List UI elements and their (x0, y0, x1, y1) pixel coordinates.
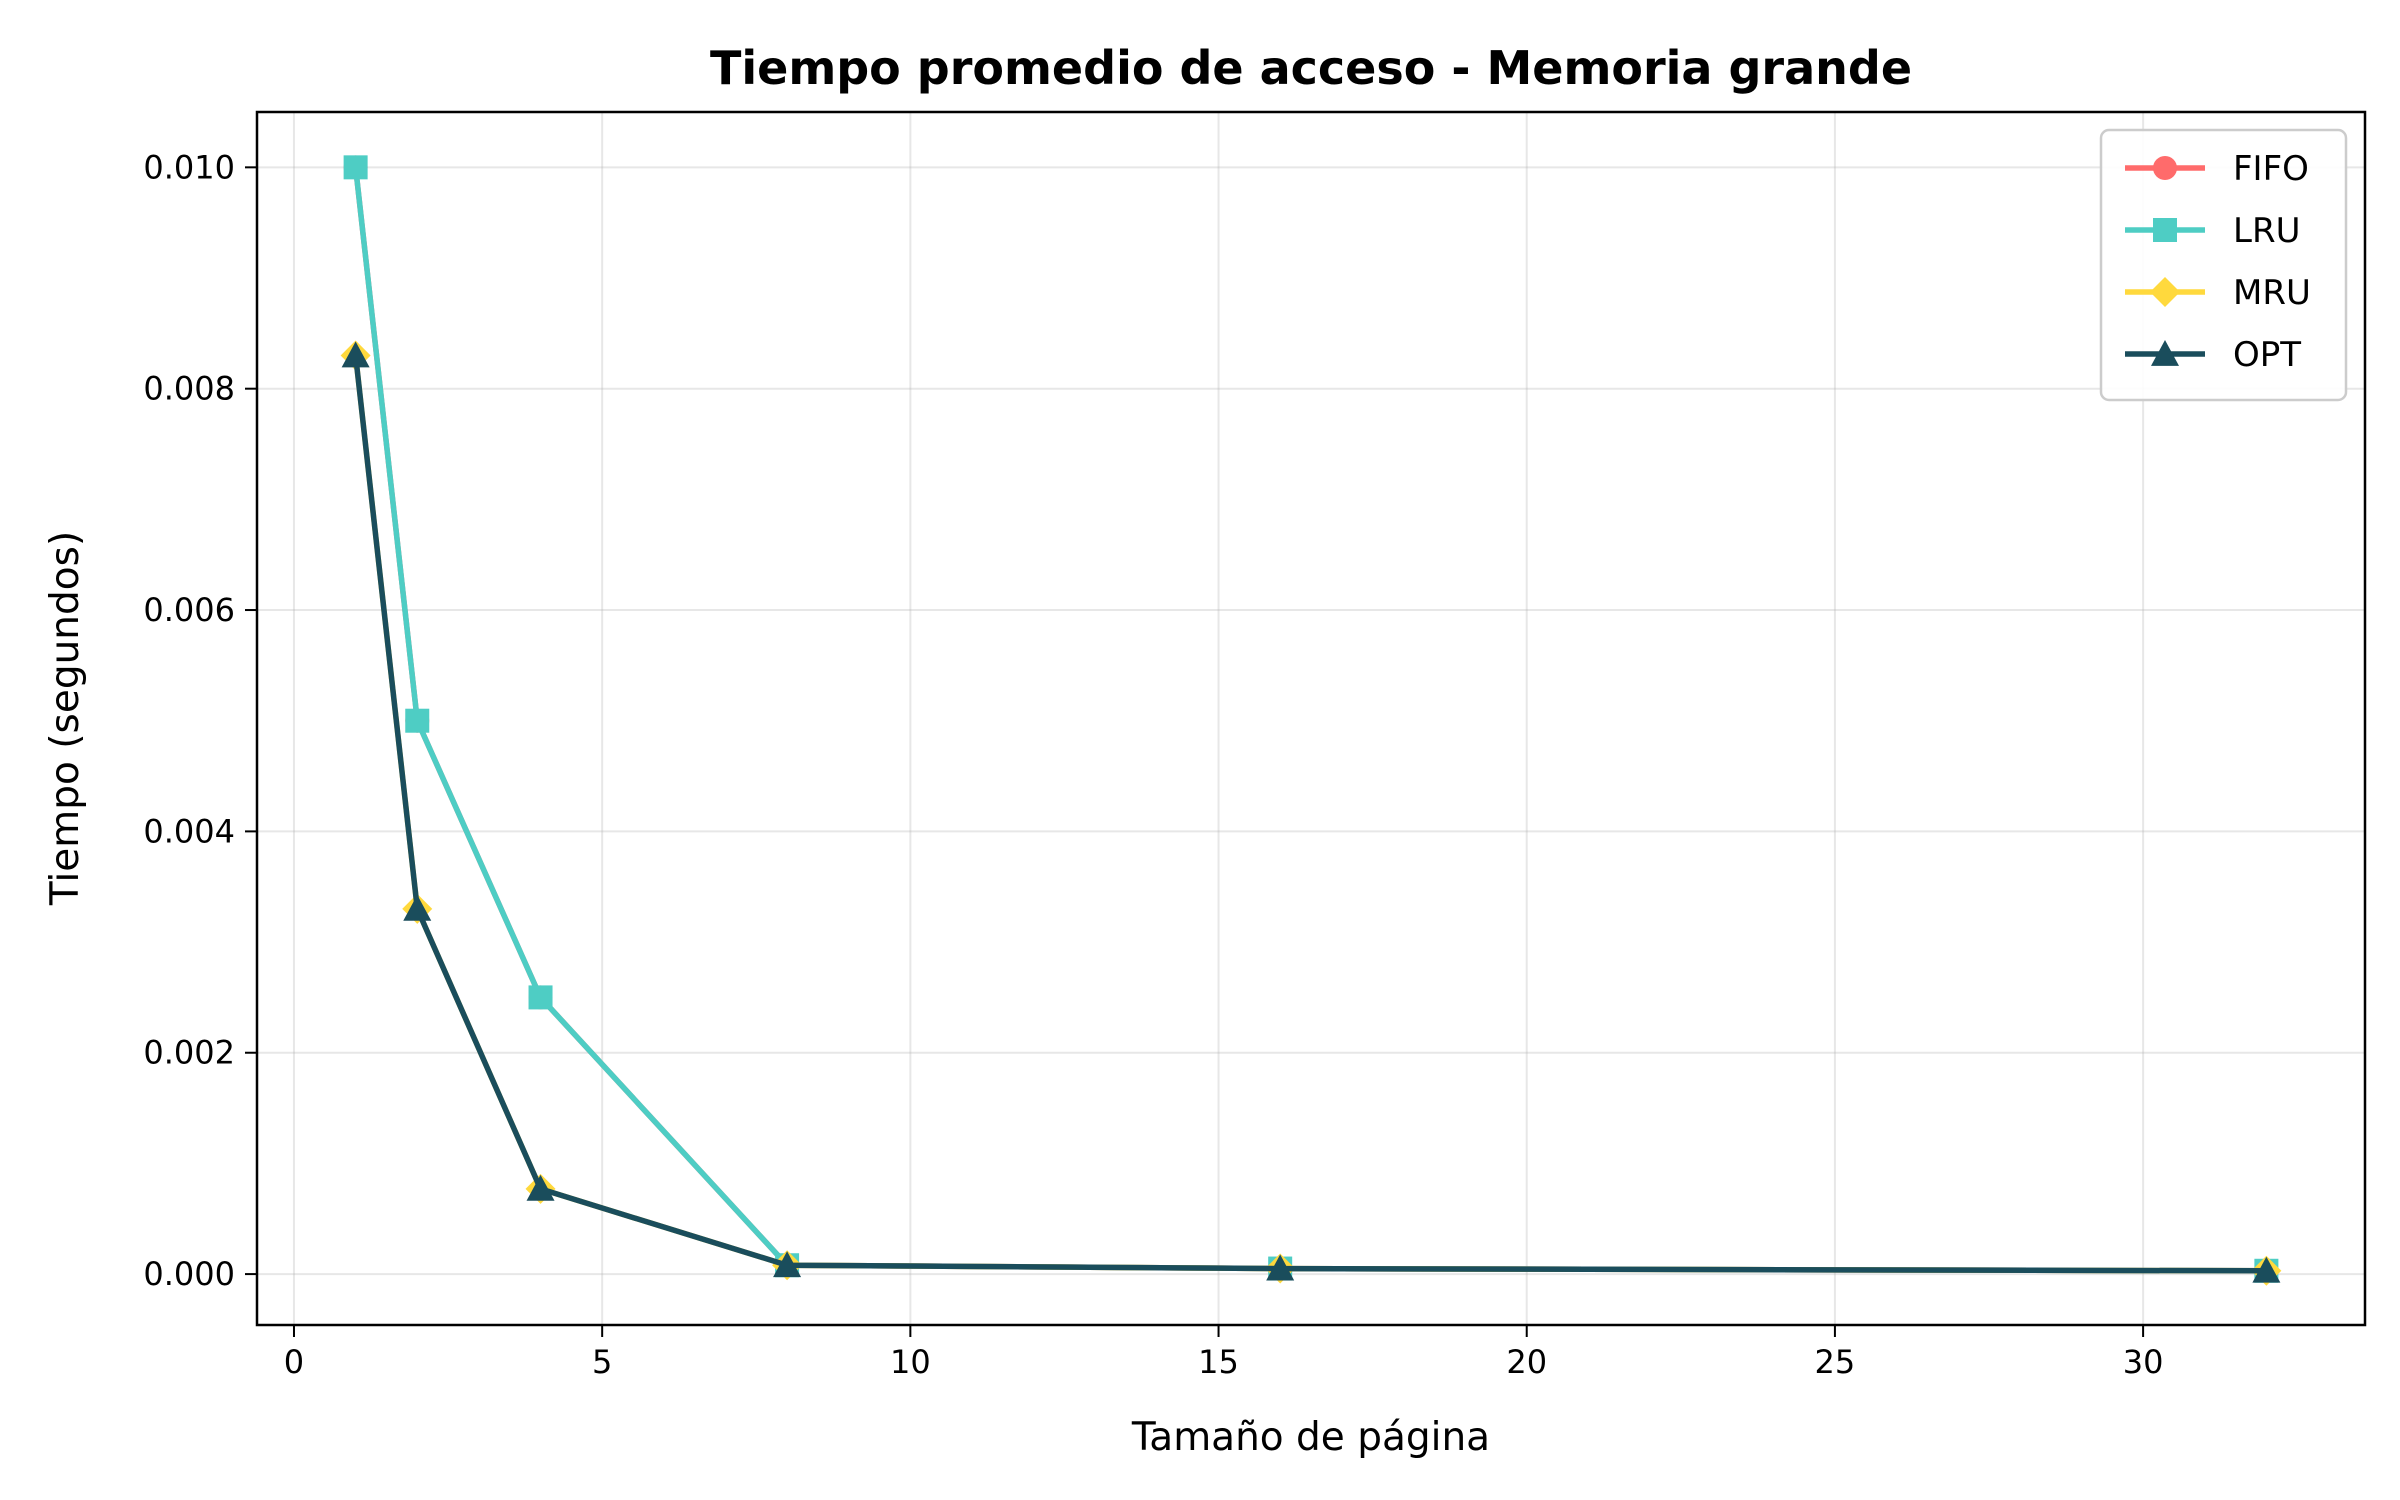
x-tick-label: 15 (1198, 1343, 1239, 1381)
y-tick-label: 0.000 (143, 1255, 235, 1293)
x-tick-label: 30 (2123, 1343, 2164, 1381)
x-tick-label: 0 (284, 1343, 304, 1381)
data-point-opt (526, 1174, 555, 1201)
series-layer (340, 155, 2282, 1286)
legend-label-mru: MRU (2233, 273, 2311, 313)
data-point-lru (343, 155, 368, 180)
data-point-lru (405, 708, 430, 733)
y-tick-label: 0.010 (143, 148, 235, 186)
y-tick-label: 0.008 (143, 370, 235, 408)
legend-marker-opt (2151, 340, 2179, 366)
legend-marker-fifo (2153, 156, 2177, 180)
data-point-opt (341, 341, 370, 368)
series-line-opt (352, 352, 2270, 1274)
legend: FIFO LRU MRU OPT (2099, 128, 2348, 402)
y-tick-label: 0.002 (143, 1034, 235, 1072)
data-point-lru (528, 985, 553, 1010)
legend-label-lru: LRU (2233, 211, 2300, 251)
legend-label-fifo: FIFO (2233, 149, 2309, 189)
x-tick-label: 20 (1506, 1343, 1547, 1381)
plot-frame (255, 110, 2367, 1327)
legend-marker-mru (2150, 277, 2180, 307)
data-point-opt (773, 1251, 802, 1278)
x-axis-title: Tamaño de página (1131, 1415, 1490, 1460)
data-point-opt (2252, 1256, 2281, 1283)
x-tick-label: 25 (1815, 1343, 1856, 1381)
chart-title: Tiempo promedio de acceso - Memoria gran… (710, 41, 1912, 95)
legend-entry-opt: OPT (2125, 335, 2301, 375)
series-opt (341, 341, 2281, 1283)
legend-marker-lru (2153, 218, 2177, 242)
data-point-opt (1266, 1254, 1295, 1281)
legend-label-opt: OPT (2233, 335, 2301, 375)
y-tick-label: 0.004 (143, 812, 235, 850)
y-tick-label: 0.006 (143, 591, 235, 629)
x-tick-label: 5 (592, 1343, 612, 1381)
grid-lines (257, 112, 2365, 1325)
legend-entry-fifo: FIFO (2125, 149, 2309, 189)
y-axis-title: Tiempo (segundos) (43, 531, 88, 906)
legend-box (2099, 128, 2348, 402)
legend-entry-mru: MRU (2125, 273, 2311, 313)
x-tick-label: 10 (890, 1343, 931, 1381)
data-point-opt (403, 894, 432, 921)
axis-ticks: 0 5 10 15 20 25 30 0.000 0.002 0.004 0.006 0.008 0.0… (143, 148, 2163, 1381)
legend-entry-lru: LRU (2125, 211, 2300, 251)
